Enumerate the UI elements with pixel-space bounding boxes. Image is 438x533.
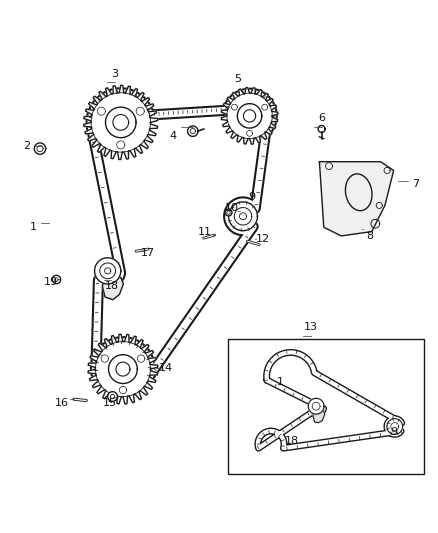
Text: 12: 12	[256, 235, 270, 245]
Text: 11: 11	[198, 228, 212, 237]
Text: 3: 3	[112, 69, 119, 79]
Polygon shape	[95, 258, 121, 284]
Text: 9: 9	[390, 427, 397, 438]
Text: 7: 7	[412, 179, 419, 189]
Text: 18: 18	[285, 436, 300, 446]
Polygon shape	[308, 398, 324, 414]
Polygon shape	[117, 141, 125, 149]
Polygon shape	[84, 85, 158, 159]
Polygon shape	[221, 87, 278, 144]
Polygon shape	[313, 410, 325, 423]
Text: 19: 19	[44, 277, 58, 287]
Text: 5: 5	[234, 74, 241, 84]
Polygon shape	[88, 334, 158, 404]
Text: 18: 18	[105, 281, 119, 291]
Polygon shape	[119, 386, 127, 394]
Polygon shape	[138, 355, 145, 362]
Text: 15: 15	[103, 398, 117, 408]
Polygon shape	[101, 355, 109, 362]
Text: 4: 4	[170, 131, 177, 141]
Polygon shape	[229, 202, 258, 231]
Text: 1: 1	[277, 377, 284, 387]
Polygon shape	[319, 161, 394, 236]
Polygon shape	[232, 104, 237, 110]
Polygon shape	[387, 418, 403, 434]
Polygon shape	[247, 131, 252, 136]
Polygon shape	[308, 398, 324, 414]
Polygon shape	[102, 277, 124, 300]
Polygon shape	[262, 104, 268, 110]
Text: 14: 14	[159, 363, 173, 373]
Text: 9: 9	[248, 192, 255, 201]
Text: 16: 16	[55, 398, 69, 408]
Text: 2: 2	[23, 141, 31, 151]
Text: 6: 6	[318, 113, 325, 123]
Text: 8: 8	[366, 231, 373, 241]
Polygon shape	[136, 107, 144, 115]
Bar	[228, 338, 424, 474]
Polygon shape	[97, 107, 105, 115]
Text: 17: 17	[141, 248, 155, 259]
Text: 1: 1	[30, 222, 37, 232]
Text: 10: 10	[225, 203, 239, 213]
Text: 13: 13	[304, 322, 318, 332]
